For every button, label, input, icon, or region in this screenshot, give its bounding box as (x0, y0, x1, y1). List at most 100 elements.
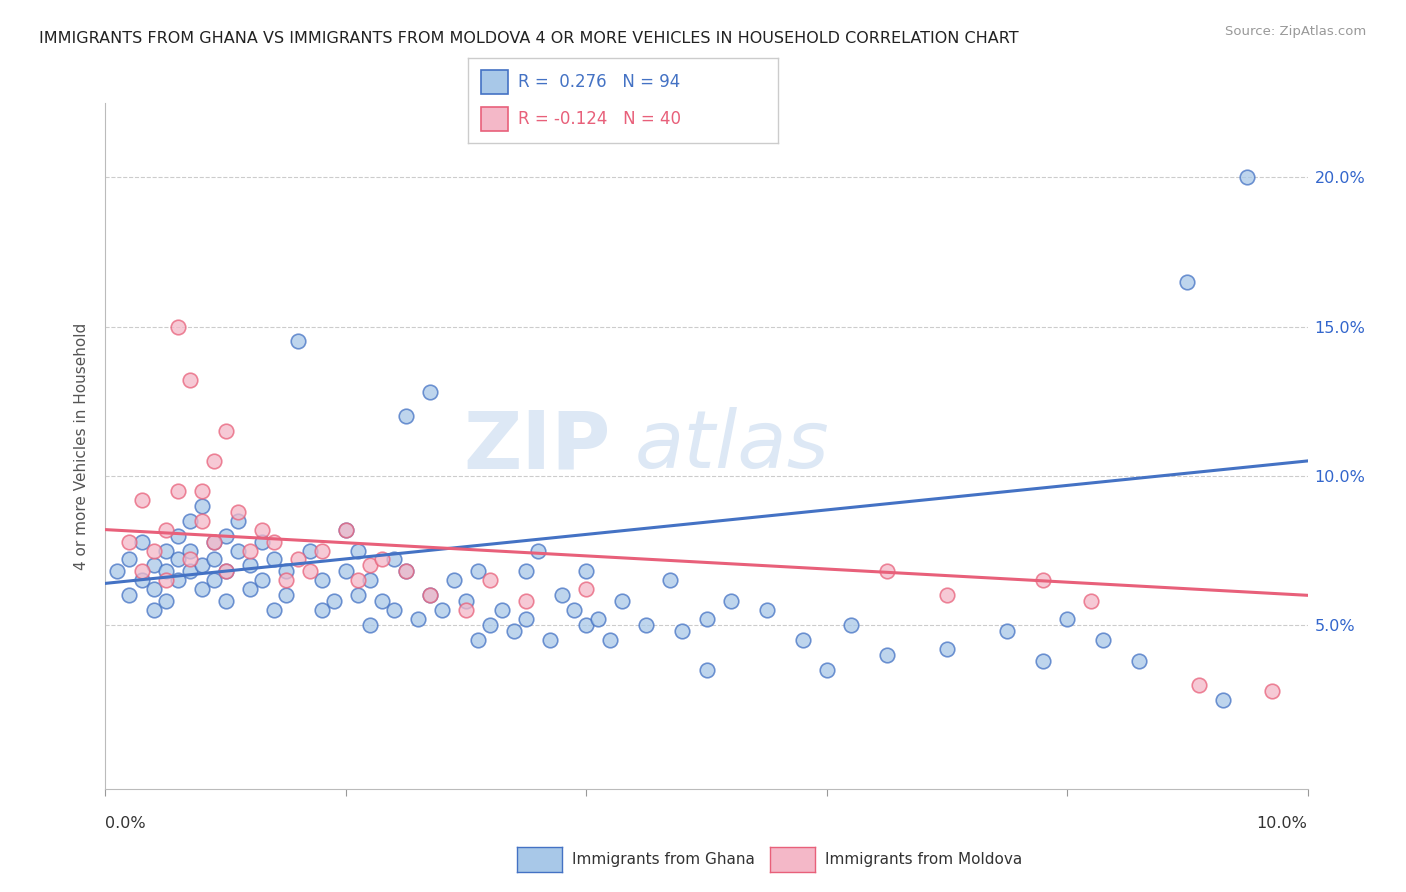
Point (815, 663, 838, 677)
Point (131, 574, 153, 588)
Point (142, 558, 165, 573)
Point (311, 603, 333, 617)
Text: Immigrants from Ghana: Immigrants from Ghana (572, 853, 755, 867)
Text: ZIP: ZIP (463, 407, 610, 485)
Point (335, 565, 357, 579)
Point (263, 552, 285, 566)
Point (263, 603, 285, 617)
Point (720, 594, 742, 608)
Point (479, 618, 502, 632)
Point (575, 582, 598, 597)
Point (503, 624, 526, 639)
Text: Immigrants from Moldova: Immigrants from Moldova (825, 853, 1022, 867)
Point (936, 588, 959, 602)
Point (347, 574, 370, 588)
Point (118, 588, 141, 602)
Point (1175, 275, 1198, 289)
Point (562, 603, 585, 617)
Point (155, 565, 177, 579)
Point (155, 543, 177, 558)
Point (166, 552, 188, 566)
Point (419, 588, 441, 602)
Point (214, 594, 236, 608)
Point (239, 582, 262, 597)
Point (443, 574, 465, 588)
Point (250, 534, 273, 549)
Point (467, 633, 489, 648)
Point (395, 409, 418, 424)
Point (696, 663, 718, 677)
Point (166, 574, 188, 588)
Point (491, 603, 513, 617)
Text: IMMIGRANTS FROM GHANA VS IMMIGRANTS FROM MOLDOVA 4 OR MORE VEHICLES IN HOUSEHOLD: IMMIGRANTS FROM GHANA VS IMMIGRANTS FROM… (39, 31, 1019, 46)
Point (1092, 633, 1115, 648)
Point (371, 594, 394, 608)
Point (179, 552, 201, 566)
Point (515, 565, 537, 579)
Point (142, 543, 165, 558)
Point (515, 612, 537, 626)
Point (1236, 170, 1258, 185)
Point (551, 588, 574, 602)
Bar (481, 107, 509, 131)
Point (190, 514, 212, 528)
Point (527, 543, 550, 558)
Point (359, 574, 381, 588)
Point (876, 565, 898, 579)
Point (107, 565, 129, 579)
Point (1056, 612, 1078, 626)
Point (419, 385, 441, 400)
Point (214, 565, 236, 579)
Point (214, 424, 236, 438)
Point (118, 552, 141, 566)
Point (287, 334, 309, 349)
Point (371, 552, 394, 566)
Bar (481, 70, 509, 94)
Point (430, 603, 453, 617)
Point (131, 492, 153, 507)
Point (575, 618, 598, 632)
Point (382, 552, 405, 566)
Point (274, 574, 297, 588)
Point (179, 565, 201, 579)
Point (179, 543, 201, 558)
Point (239, 543, 262, 558)
Point (671, 624, 693, 639)
Point (250, 523, 273, 537)
Point (263, 534, 285, 549)
Point (311, 574, 333, 588)
Point (395, 565, 418, 579)
Point (298, 565, 321, 579)
Point (792, 633, 814, 648)
Point (142, 603, 165, 617)
Point (214, 528, 236, 542)
Point (1260, 684, 1282, 698)
Point (311, 543, 333, 558)
Point (1032, 574, 1054, 588)
Text: 0.0%: 0.0% (105, 816, 146, 830)
Point (515, 594, 537, 608)
Point (202, 574, 225, 588)
Point (1128, 654, 1150, 668)
Point (226, 543, 249, 558)
Point (274, 565, 297, 579)
Point (347, 588, 370, 602)
Point (1032, 654, 1054, 668)
Point (335, 523, 357, 537)
Point (335, 523, 357, 537)
Point (1188, 678, 1211, 692)
Text: 10.0%: 10.0% (1257, 816, 1308, 830)
Point (202, 534, 225, 549)
Point (287, 552, 309, 566)
Text: R =  0.276   N = 94: R = 0.276 N = 94 (517, 73, 681, 91)
Point (755, 603, 778, 617)
Point (696, 612, 718, 626)
Point (347, 543, 370, 558)
Point (322, 594, 344, 608)
Point (239, 558, 262, 573)
Point (406, 612, 429, 626)
Point (876, 648, 898, 662)
Point (359, 558, 381, 573)
Point (179, 373, 201, 387)
Point (166, 528, 188, 542)
